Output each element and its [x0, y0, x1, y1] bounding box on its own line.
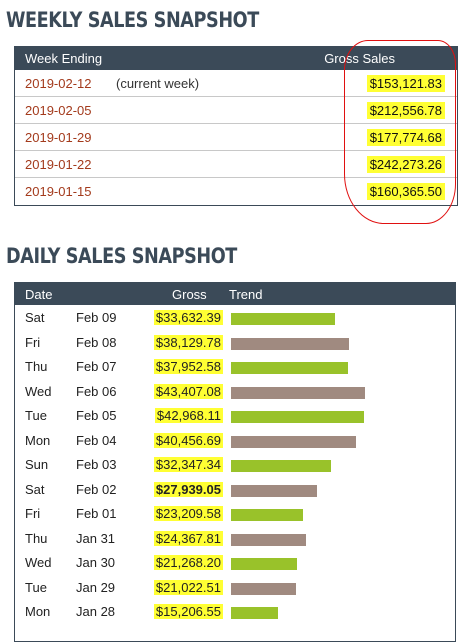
- daily-gross-amount: $21,022.51: [153, 579, 223, 595]
- daily-gross-amount: $38,129.78: [153, 334, 223, 350]
- daily-table-header: Date Gross Trend: [15, 283, 455, 305]
- daily-gross-amount: $21,268.20: [153, 555, 223, 570]
- day-of-week: Sun: [25, 457, 49, 472]
- day-of-week: Thu: [25, 359, 48, 374]
- table-row: Tue Feb 05 $42,968.11: [15, 403, 455, 428]
- day-date: Feb 09: [76, 310, 117, 325]
- week-ending-date[interactable]: 2019-02-12: [25, 75, 92, 91]
- day-of-week: Tue: [25, 408, 47, 423]
- day-of-week: Fri: [25, 334, 41, 350]
- table-row: Mon Feb 04 $40,456.69: [15, 428, 455, 453]
- day-date: Feb 03: [76, 457, 117, 472]
- trend-bar: [231, 558, 297, 570]
- table-row: 2019-01-22 $242,273.26: [15, 150, 457, 177]
- day-date: Feb 04: [76, 432, 117, 448]
- table-row: Fri Feb 01 $23,209.58: [15, 501, 455, 526]
- table-row: Sat Feb 02 $27,939.05: [15, 477, 455, 502]
- weekly-table-body: 2019-02-12 (current week) $153,121.83 2019-…: [15, 70, 457, 204]
- daily-sales-table: Date Gross Trend Sat Feb 09 $33,632.39 Fri F…: [14, 282, 456, 642]
- gross-sales-amount: $160,365.50: [366, 182, 445, 200]
- daily-gross-amount: $23,209.58: [153, 506, 223, 521]
- table-row: Fri Feb 08 $38,129.78: [15, 330, 455, 355]
- weekly-sales-table: Week Ending Gross Sales 2019-02-12 (curre…: [14, 46, 458, 206]
- day-date: Feb 06: [76, 383, 117, 399]
- trend-bar: [231, 460, 331, 472]
- header-date: Date: [25, 287, 53, 302]
- trend-bar: [231, 386, 365, 399]
- day-of-week: Tue: [25, 579, 47, 595]
- day-of-week: Fri: [25, 506, 41, 521]
- table-row: Tue Jan 29 $21,022.51: [15, 575, 455, 600]
- table-row: Thu Feb 07 $37,952.58: [15, 354, 455, 379]
- day-date: Feb 01: [76, 506, 117, 521]
- table-row: Sat Feb 09 $33,632.39: [15, 305, 455, 330]
- daily-table-body: Sat Feb 09 $33,632.39 Fri Feb 08 $38,129.78 Th…: [15, 305, 455, 624]
- weekly-section-title: WEEKLY SALES SNAPSHOT: [6, 8, 259, 32]
- daily-gross-amount: $43,407.08: [153, 383, 223, 399]
- day-of-week: Mon: [25, 604, 51, 619]
- week-note: (current week): [116, 75, 200, 91]
- table-row: 2019-01-29 $177,774.68: [15, 123, 457, 150]
- header-gross: Gross: [172, 287, 207, 302]
- day-of-week: Wed: [25, 555, 52, 570]
- daily-gross-amount: $32,347.34: [153, 457, 223, 472]
- daily-gross-amount: $40,456.69: [153, 432, 223, 448]
- trend-bar: [231, 582, 296, 595]
- gross-sales-amount: $242,273.26: [366, 155, 445, 173]
- table-row: Sun Feb 03 $32,347.34: [15, 452, 455, 477]
- trend-bar: [231, 313, 335, 325]
- day-date: Jan 28: [76, 604, 116, 619]
- daily-gross-amount: $33,632.39: [153, 310, 223, 325]
- week-ending-date[interactable]: 2019-02-05: [25, 102, 92, 118]
- table-row: Wed Jan 30 $21,268.20: [15, 550, 455, 575]
- day-date: Jan 31: [76, 530, 116, 546]
- day-of-week: Sat: [25, 310, 45, 325]
- daily-gross-amount: $27,939.05: [153, 481, 223, 497]
- daily-gross-amount: $24,367.81: [153, 530, 223, 546]
- day-date: Feb 02: [76, 481, 117, 497]
- week-ending-date[interactable]: 2019-01-29: [25, 129, 92, 145]
- table-row: 2019-02-12 (current week) $153,121.83: [15, 70, 457, 96]
- trend-bar: [231, 362, 348, 374]
- daily-gross-amount: $37,952.58: [153, 359, 223, 374]
- table-row: Mon Jan 28 $15,206.55: [15, 599, 455, 624]
- table-row: Thu Jan 31 $24,367.81: [15, 526, 455, 551]
- day-of-week: Mon: [25, 432, 51, 448]
- day-date: Jan 29: [76, 579, 116, 595]
- trend-bar: [231, 533, 306, 546]
- header-gross-sales: Gross Sales: [324, 51, 395, 66]
- day-date: Feb 05: [76, 408, 117, 423]
- gross-sales-amount: $153,121.83: [366, 74, 445, 92]
- daily-gross-amount: $42,968.11: [154, 408, 223, 423]
- week-ending-date[interactable]: 2019-01-22: [25, 156, 92, 172]
- header-trend: Trend: [229, 287, 263, 302]
- table-row: 2019-02-05 $212,556.78: [15, 96, 457, 123]
- table-row: Wed Feb 06 $43,407.08: [15, 379, 455, 404]
- daily-section-title: DAILY SALES SNAPSHOT: [6, 244, 237, 268]
- header-week-ending: Week Ending: [25, 51, 103, 66]
- trend-bar: [231, 607, 278, 619]
- day-of-week: Thu: [25, 530, 48, 546]
- day-date: Jan 30: [76, 555, 116, 570]
- day-of-week: Wed: [25, 383, 52, 399]
- day-date: Feb 08: [76, 334, 117, 350]
- table-row: 2019-01-15 $160,365.50: [15, 177, 457, 204]
- trend-bar: [231, 411, 364, 423]
- trend-bar: [231, 337, 349, 350]
- trend-bar: [231, 509, 303, 521]
- trend-bar: [231, 484, 317, 497]
- week-ending-date[interactable]: 2019-01-15: [25, 183, 92, 199]
- day-of-week: Sat: [25, 481, 45, 497]
- day-date: Feb 07: [76, 359, 117, 374]
- gross-sales-amount: $177,774.68: [366, 128, 445, 146]
- trend-bar: [231, 435, 356, 448]
- weekly-table-header: Week Ending Gross Sales: [15, 47, 457, 70]
- gross-sales-amount: $212,556.78: [366, 101, 445, 119]
- daily-gross-amount: $15,206.55: [153, 604, 223, 619]
